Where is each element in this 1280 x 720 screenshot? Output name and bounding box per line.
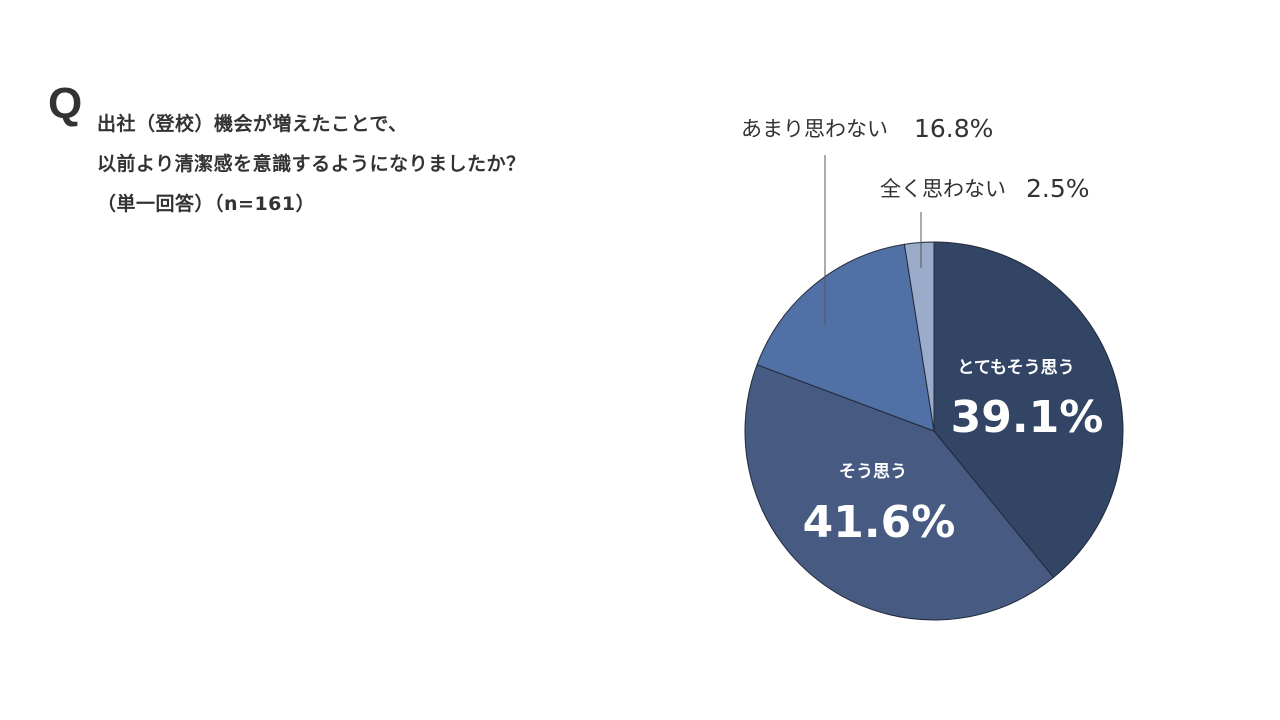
- slice-label-2: そう思う: [839, 462, 907, 482]
- question-mark: Q: [48, 79, 83, 128]
- slice-value-3: 16.8%: [914, 114, 993, 143]
- slice-value-4: 2.5%: [1026, 174, 1090, 203]
- pie-slice-1: [933, 241, 1124, 579]
- slice-value-2: 41.6%: [803, 497, 956, 548]
- pie-slice-2: [744, 364, 1055, 621]
- question-line-2: 以前より清潔感を意識するようになりましたか？: [97, 153, 526, 175]
- question-line-3: （単一回答）（n=161）: [97, 193, 316, 215]
- question-line-1: 出社（登校）機会が増えたことで、: [97, 113, 408, 135]
- slice-label-4: 全く思わない: [880, 177, 1006, 201]
- slice-value-1: 39.1%: [951, 392, 1104, 443]
- slice-label-3: あまり思わない: [741, 117, 888, 141]
- slice-label-1: とてもそう思う: [957, 358, 1074, 378]
- question-text: 出社（登校）機会が増えたことで、 以前より清潔感を意識するようになりましたか？ …: [97, 104, 526, 224]
- pie-slice-3: [756, 243, 935, 432]
- pie-slice-4: [903, 241, 935, 432]
